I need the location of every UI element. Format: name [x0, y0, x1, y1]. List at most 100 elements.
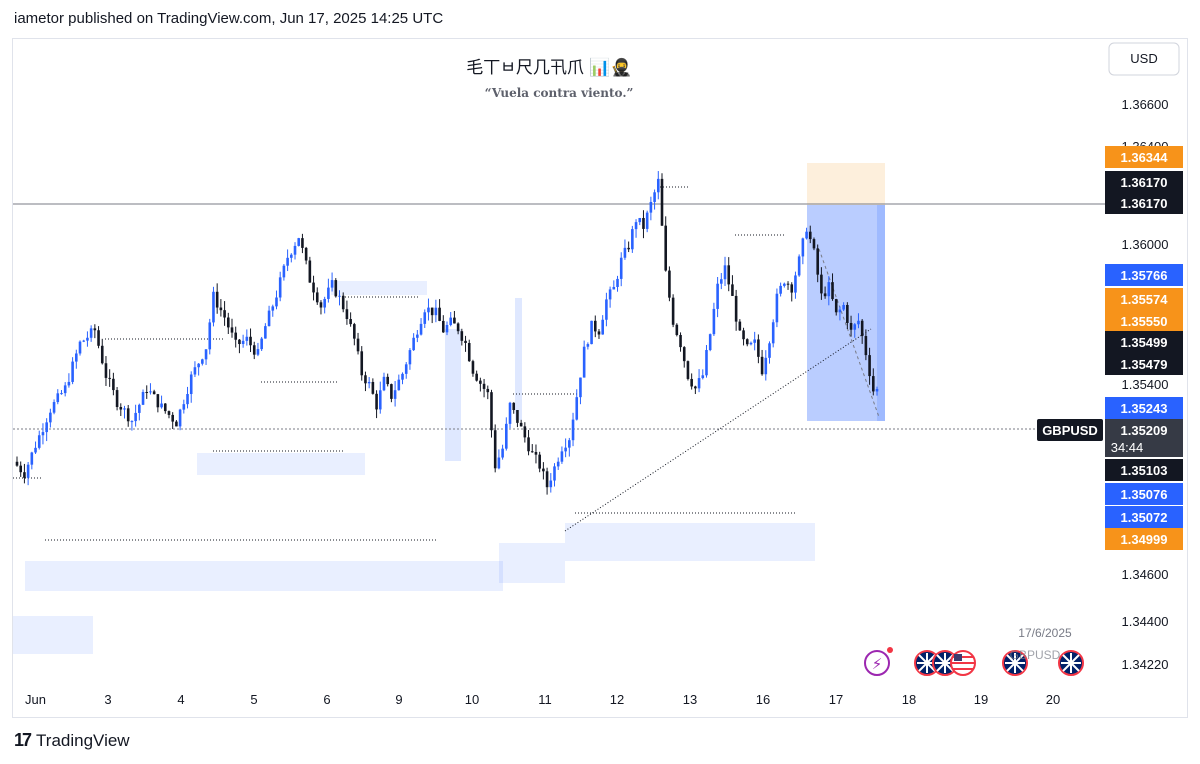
candle-body	[645, 212, 649, 229]
candle-body	[401, 373, 404, 380]
zones-layer	[13, 163, 885, 654]
candle-body	[338, 295, 341, 297]
y-tick-1: 1.36600	[1122, 97, 1169, 112]
candle-body	[768, 343, 771, 358]
candle-body	[334, 280, 338, 297]
bar-countdown: 34:44	[1111, 440, 1144, 455]
candle-body	[553, 466, 556, 481]
price-axis[interactable]: USD 1.36600 1.36400 1.36000 1.35400 1.34…	[1037, 42, 1183, 672]
candle-body	[119, 406, 123, 410]
candle-body	[608, 289, 612, 300]
price-badge-label-1: 1.36170	[1121, 175, 1168, 190]
candle-body	[712, 308, 716, 335]
x-tick-20: 20	[1046, 692, 1060, 707]
y-tick-4: 1.35400	[1122, 377, 1169, 392]
candle-body	[560, 451, 564, 462]
candle-body	[779, 285, 782, 294]
candle-body	[60, 393, 63, 395]
candle-body	[471, 361, 475, 374]
candle-body	[215, 291, 219, 308]
price-badge-label-6: 1.35499	[1121, 335, 1168, 350]
time-axis[interactable]: Jun 3 4 5 6 9 10 11 12 13 16 17 18 19 20	[25, 692, 1060, 707]
candle-body	[434, 307, 438, 316]
candle-body	[605, 299, 608, 320]
candle-body	[493, 430, 497, 469]
brand-name: TradingView	[36, 730, 130, 750]
candle-body	[497, 457, 501, 469]
us-flag-icon[interactable]	[950, 650, 976, 676]
candle-body	[656, 178, 660, 193]
candle-body	[126, 408, 130, 422]
candle-body	[705, 350, 708, 376]
currency-button[interactable]: USD	[1108, 42, 1180, 76]
candle-body	[75, 353, 78, 362]
candle-body	[193, 367, 197, 375]
price-chart[interactable]: 毛丅ㅂ尺几卂爪 📊🥷 “Vuela contra viento.” USD 1.…	[13, 39, 1187, 717]
trendline	[564, 328, 872, 532]
svg-text:GBPUSD: GBPUSD	[1042, 423, 1098, 438]
demand-zone-1	[25, 561, 503, 591]
candle-body	[523, 426, 527, 438]
candle-body	[175, 421, 178, 427]
gb-flag-icon-3[interactable]	[1002, 650, 1028, 676]
candle-body	[56, 393, 60, 403]
candle-body	[115, 390, 119, 407]
candle-body	[386, 376, 389, 385]
event-markers[interactable]: 17/6/2025 ⚡ GBPUS	[864, 626, 1084, 676]
candle-body	[575, 397, 579, 420]
price-badge-13	[1105, 528, 1183, 550]
price-badge-5	[1105, 310, 1183, 332]
candle-body	[271, 306, 275, 311]
price-badge-6	[1105, 331, 1183, 353]
candle-body	[753, 339, 756, 343]
y-tick-6: 1.34400	[1122, 614, 1169, 629]
candle-body	[86, 337, 89, 341]
candle-body	[167, 411, 171, 415]
candle-body	[78, 341, 82, 354]
candle-body	[827, 282, 831, 297]
candle-body	[660, 178, 664, 226]
svg-text:⚡: ⚡	[872, 655, 883, 673]
candle-body	[538, 454, 541, 469]
candle-body	[512, 402, 516, 411]
tradingview-brand[interactable]: 17 TradingView	[14, 730, 130, 751]
gb-flag-icon-2[interactable]	[932, 650, 958, 676]
gb-flag-icon-4[interactable]	[1058, 650, 1084, 676]
candle-body	[138, 404, 141, 413]
tradingview-logo-icon: 17	[14, 730, 32, 750]
candle-body	[775, 293, 779, 323]
flash-event-icon[interactable]: ⚡	[864, 647, 893, 676]
candle-body	[760, 356, 764, 375]
candle-body	[479, 380, 482, 384]
chart-frame[interactable]: 毛丅ㅂ尺几卂爪 📊🥷 “Vuela contra viento.” USD 1.…	[12, 38, 1188, 718]
price-badge-label-2: 1.36170	[1121, 196, 1168, 211]
price-badge-label-10: 1.35103	[1121, 463, 1168, 478]
candle-body	[45, 422, 48, 433]
price-badge-label-3: 1.35766	[1121, 268, 1168, 283]
candle-body	[178, 409, 182, 427]
date-label: 17/6/2025	[1018, 626, 1072, 640]
candle-body	[345, 309, 349, 320]
candle-body	[201, 359, 204, 364]
candle-body	[738, 321, 742, 331]
candle-body	[868, 355, 871, 377]
price-badge-4	[1105, 288, 1183, 310]
price-badge-label-13: 1.34999	[1121, 532, 1168, 547]
candle-body	[230, 327, 234, 333]
candle-body	[634, 222, 638, 230]
candle-body	[749, 342, 753, 345]
price-badge-7	[1105, 353, 1183, 375]
candle-body	[571, 419, 575, 441]
candle-body	[642, 217, 645, 229]
candle-body	[15, 461, 19, 466]
candle-body	[486, 388, 490, 393]
candle-body	[364, 375, 367, 384]
candle-body	[682, 347, 686, 362]
candle-body	[312, 282, 315, 293]
candle-body	[631, 229, 634, 250]
candle-body	[197, 363, 200, 368]
candle-body	[108, 377, 111, 379]
candle-body	[67, 381, 71, 386]
candles-layer	[15, 171, 879, 495]
price-badge-1	[1105, 171, 1183, 193]
